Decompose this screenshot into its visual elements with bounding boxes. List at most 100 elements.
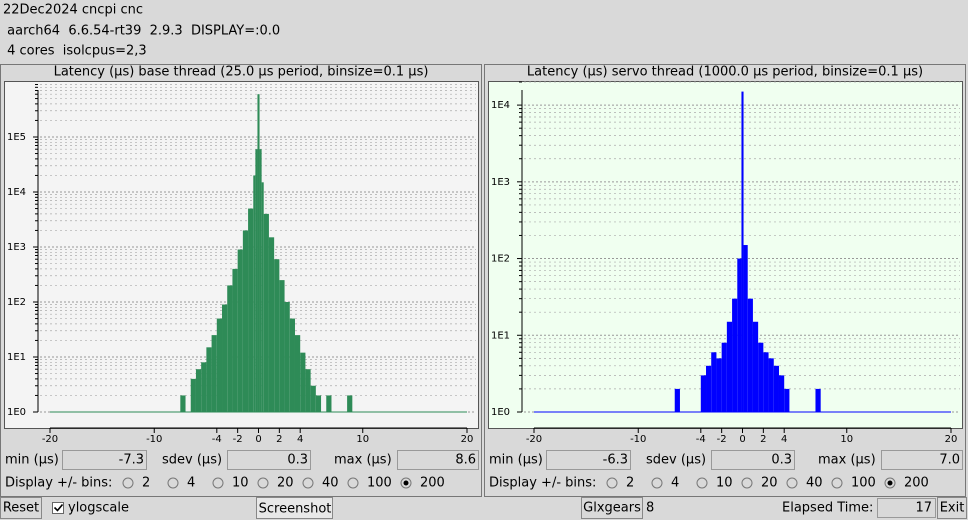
exit-button[interactable]: Exit — [940, 501, 965, 516]
button[interactable] — [937, 497, 967, 519]
radio-button[interactable] — [606, 477, 618, 489]
bin-option[interactable]: 20 — [277, 476, 294, 491]
histogram-bar — [253, 175, 256, 412]
histogram-bar — [227, 285, 233, 412]
x-tick-label: 20 — [461, 434, 474, 445]
sdev-label: sdev (µs) — [646, 453, 706, 468]
reset-button[interactable]: Reset — [3, 501, 39, 516]
x-tick-label: 4 — [297, 434, 303, 445]
button[interactable] — [256, 497, 333, 519]
chart-title: Latency (µs) base thread (25.0 µs period… — [54, 65, 429, 80]
histogram-bar — [305, 369, 311, 412]
bin-option[interactable]: 20 — [761, 476, 778, 491]
radio-button[interactable] — [257, 477, 269, 489]
y-tick-label: 1E2 — [7, 297, 26, 308]
max-value: 7.0 — [939, 453, 960, 468]
radio-button[interactable] — [302, 477, 314, 489]
bin-option[interactable]: 10 — [716, 476, 733, 491]
histogram-bar — [747, 298, 753, 412]
radio-button[interactable] — [786, 477, 798, 489]
histogram-bar — [300, 352, 306, 412]
max-label: max (µs) — [334, 453, 392, 468]
y-tick-label: 1E2 — [491, 254, 510, 265]
radio-button[interactable] — [167, 477, 179, 489]
bin-option[interactable]: 2 — [626, 476, 634, 491]
bin-option[interactable]: 2 — [142, 476, 150, 491]
histogram-bar — [263, 213, 269, 412]
histogram-bar — [216, 318, 223, 412]
bin-option[interactable]: 100 — [367, 476, 392, 491]
radio-button[interactable] — [122, 477, 134, 489]
min-label: min (µs) — [489, 453, 543, 468]
x-tick-label: 0 — [739, 434, 745, 445]
bins-label: Display +/- bins: — [5, 476, 112, 491]
histogram-bar — [326, 395, 332, 412]
glxgears-count: 8 — [646, 501, 654, 516]
bin-option[interactable]: 10 — [232, 476, 249, 491]
x-tick-label: -10 — [630, 434, 646, 445]
min-value: -7.3 — [119, 453, 144, 468]
histogram-bar — [716, 358, 722, 412]
histogram-bar — [706, 365, 712, 412]
histogram-bar — [763, 352, 769, 412]
button[interactable] — [0, 497, 42, 519]
x-tick-label: -20 — [526, 434, 542, 445]
check-mark — [53, 503, 64, 512]
bin-option[interactable]: 200 — [420, 476, 445, 491]
histogram-bar — [700, 375, 707, 412]
radio-button[interactable] — [347, 477, 359, 489]
histogram-bar — [778, 375, 785, 412]
checkbox[interactable] — [52, 502, 64, 514]
histogram-bar — [784, 388, 790, 412]
radio-button[interactable] — [212, 477, 224, 489]
x-tick-label: 4 — [781, 434, 787, 445]
radio-button[interactable] — [831, 477, 843, 489]
histogram-bar — [206, 347, 212, 412]
y-tick-label: 1E3 — [7, 242, 26, 253]
elapsed-label: Elapsed Time: — [782, 501, 873, 516]
histogram-bar — [758, 342, 764, 412]
bin-option[interactable]: 100 — [851, 476, 876, 491]
max-value: 8.6 — [455, 453, 476, 468]
screenshot-button[interactable]: Screenshot — [259, 502, 332, 517]
histogram-bar — [674, 388, 680, 412]
bin-option[interactable]: 40 — [806, 476, 823, 491]
histogram-bar — [768, 358, 774, 412]
histogram-bar — [315, 395, 322, 412]
histogram-bar — [259, 149, 262, 413]
x-tick-label: 10 — [840, 434, 853, 445]
histogram-bar — [222, 304, 228, 412]
histogram-bar — [773, 365, 779, 412]
histogram-bar — [737, 258, 742, 412]
y-tick-label: 1E0 — [491, 407, 510, 418]
bin-option[interactable]: 4 — [671, 476, 679, 491]
histogram-bar — [294, 335, 301, 412]
y-tick-label: 1E3 — [491, 177, 510, 188]
bin-option[interactable]: 4 — [187, 476, 195, 491]
ylogscale-label[interactable]: ylogscale — [68, 501, 129, 516]
chart-title: Latency (µs) servo thread (1000.0 µs per… — [527, 65, 923, 80]
max-label: max (µs) — [818, 453, 876, 468]
glxgears-button[interactable]: Glxgears — [583, 501, 641, 516]
histogram-bar — [261, 182, 264, 412]
histogram-bar — [211, 335, 217, 412]
histogram-bar — [721, 342, 727, 412]
radio-button[interactable] — [696, 477, 708, 489]
histogram-bar — [347, 395, 353, 412]
y-tick-label: 1E5 — [7, 132, 26, 143]
histogram-bar — [711, 352, 717, 412]
y-tick-label: 1E1 — [7, 352, 26, 363]
histogram-bar — [237, 249, 243, 412]
x-tick-label: 20 — [945, 434, 958, 445]
histogram-bar — [268, 237, 275, 412]
x-tick-label: -2 — [717, 434, 727, 445]
histogram-bar — [195, 369, 202, 412]
radio-button[interactable] — [651, 477, 663, 489]
x-tick-label: -2 — [233, 434, 243, 445]
button[interactable] — [581, 497, 643, 519]
radio-button[interactable] — [741, 477, 753, 489]
bin-option[interactable]: 200 — [904, 476, 929, 491]
bin-option[interactable]: 40 — [322, 476, 339, 491]
